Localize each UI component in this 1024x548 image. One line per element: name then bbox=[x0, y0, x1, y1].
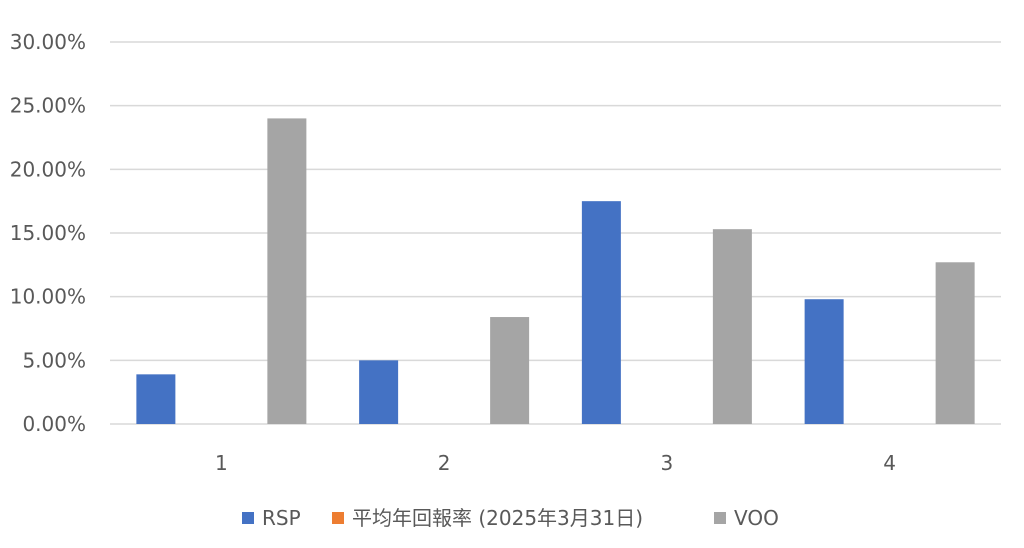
y-tick-label: 0.00% bbox=[22, 412, 86, 436]
bar-voo-4 bbox=[935, 262, 975, 424]
y-tick-label: 30.00% bbox=[10, 30, 86, 54]
x-axis-tick-labels: 1 2 3 4 bbox=[215, 451, 896, 475]
legend: RSP 平均年回報率 (2025年3月31日) VOO bbox=[242, 506, 779, 530]
x-tick-label: 3 bbox=[661, 451, 674, 475]
bars bbox=[136, 118, 975, 425]
bar-voo-2 bbox=[490, 317, 530, 424]
legend-label: 平均年回報率 (2025年3月31日) bbox=[352, 506, 643, 530]
legend-swatch bbox=[714, 512, 726, 524]
bar-rsp-4 bbox=[804, 299, 844, 424]
y-tick-label: 20.00% bbox=[10, 157, 86, 181]
bar-rsp-3 bbox=[581, 201, 621, 424]
legend-swatch bbox=[242, 512, 254, 524]
legend-swatch bbox=[332, 512, 344, 524]
legend-label: VOO bbox=[734, 506, 779, 530]
x-tick-label: 2 bbox=[438, 451, 451, 475]
bar-rsp-2 bbox=[359, 360, 399, 424]
y-axis-tick-labels: 0.00% 5.00% 10.00% 15.00% 20.00% 25.00% 30.00% bbox=[10, 30, 86, 436]
bar-rsp-1 bbox=[136, 374, 176, 424]
y-tick-label: 10.00% bbox=[10, 285, 86, 309]
x-tick-label: 4 bbox=[883, 451, 896, 475]
x-tick-label: 1 bbox=[215, 451, 228, 475]
y-tick-label: 15.00% bbox=[10, 221, 86, 245]
gridlines bbox=[110, 41, 1001, 425]
y-tick-label: 5.00% bbox=[22, 348, 86, 372]
bar-voo-1 bbox=[267, 118, 307, 425]
y-tick-label: 25.00% bbox=[10, 94, 86, 118]
legend-label: RSP bbox=[262, 506, 301, 530]
bar-voo-3 bbox=[712, 229, 752, 424]
